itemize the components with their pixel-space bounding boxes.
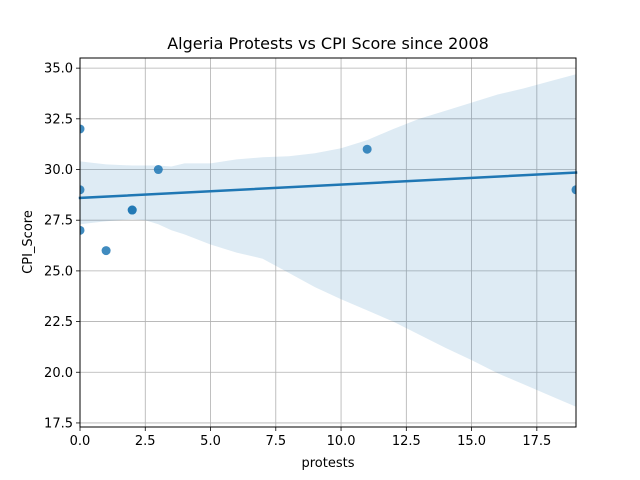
y-tick-label: 25.0 — [44, 264, 73, 279]
x-tick-label: 2.5 — [135, 434, 156, 449]
data-point — [127, 205, 137, 215]
y-tick-label: 22.5 — [44, 315, 73, 330]
y-tick-label: 32.5 — [44, 112, 73, 127]
chart-title: Algeria Protests vs CPI Score since 2008 — [167, 34, 489, 53]
x-tick-label: 12.5 — [392, 434, 421, 449]
x-tick-label: 10.0 — [327, 434, 356, 449]
y-tick-label: 27.5 — [44, 214, 73, 229]
confidence-band — [80, 74, 576, 407]
data-point — [80, 124, 85, 134]
regression-line — [78, 171, 578, 200]
data-point — [153, 165, 163, 175]
x-tick-label: 17.5 — [522, 434, 551, 449]
y-tick-label: 30.0 — [44, 163, 73, 178]
x-axis-label: protests — [301, 456, 354, 471]
data-point — [80, 225, 85, 235]
grid-lines — [79, 58, 576, 427]
y-axis-label: CPI_Score — [21, 210, 36, 274]
x-tick-label: 0.0 — [70, 434, 91, 449]
confidence-band-area — [80, 74, 576, 407]
data-point — [571, 185, 576, 195]
x-tick-label: 7.5 — [265, 434, 286, 449]
x-tick-label: 5.0 — [200, 434, 221, 449]
data-point — [101, 246, 111, 256]
y-tick-label: 35.0 — [44, 62, 73, 77]
data-point — [362, 144, 372, 154]
data-point — [80, 185, 85, 195]
scatter-points — [80, 124, 576, 256]
y-axis-ticks: 17.5 20.0 22.5 25.0 27.5 30.0 32.5 35.0 — [44, 62, 80, 431]
plot-frame — [79, 57, 577, 428]
x-tick-label: 15.0 — [457, 434, 486, 449]
y-tick-label: 17.5 — [44, 416, 73, 431]
y-tick-label: 20.0 — [44, 366, 73, 381]
regression-line-layer — [78, 171, 578, 200]
x-axis-ticks: 0.0 2.5 5.0 7.5 10.0 12.5 15.0 17.5 — [70, 427, 551, 449]
